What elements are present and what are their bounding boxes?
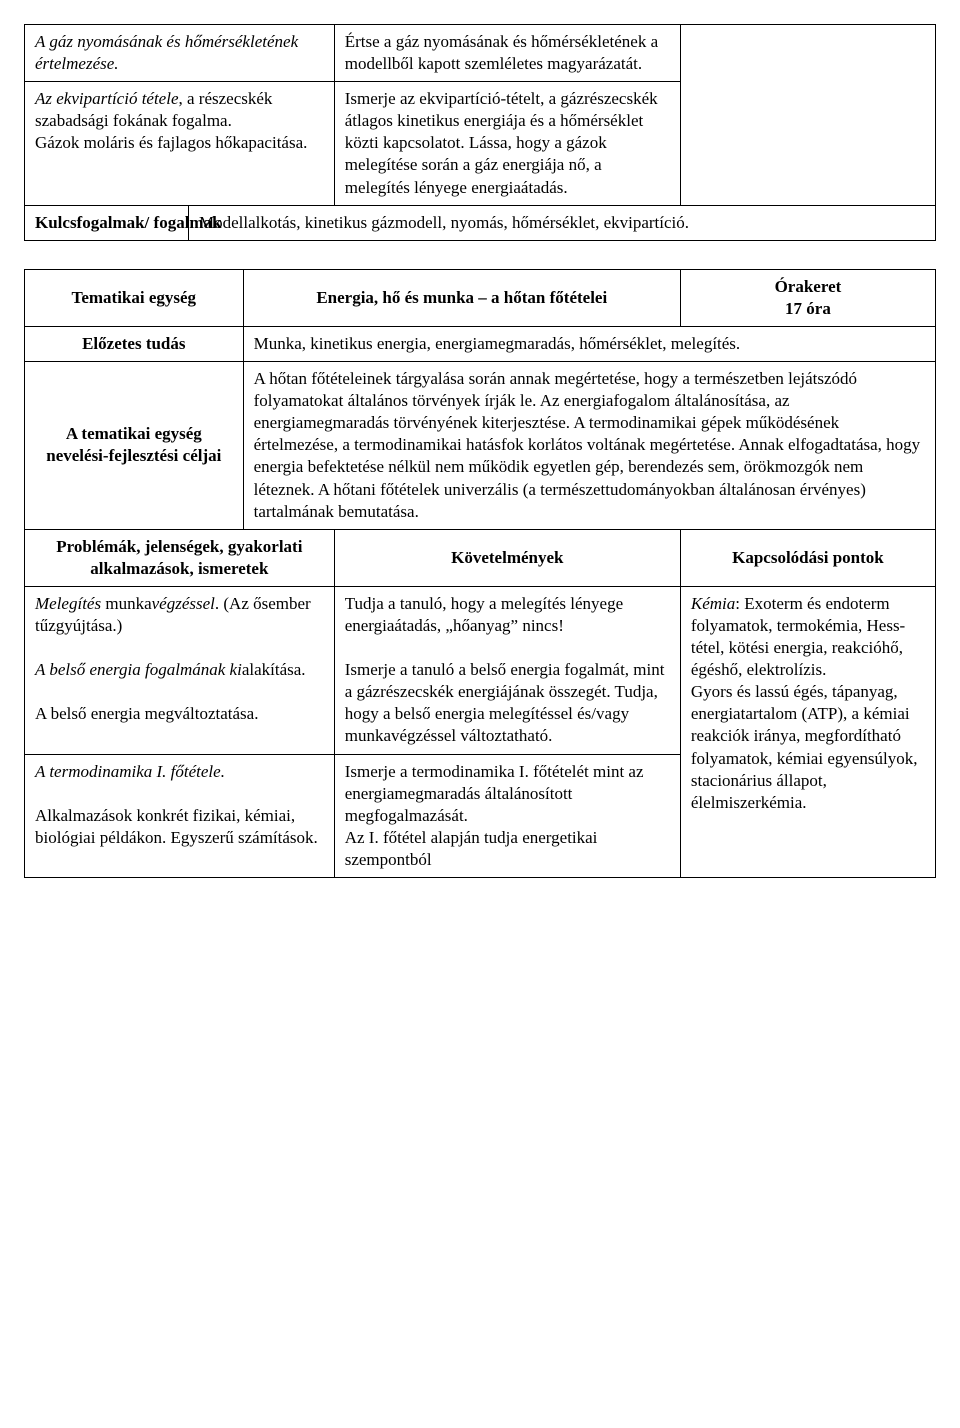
cell-melegites-def: Melegítés munkavégzéssel. (Az ősember tű… <box>25 586 335 754</box>
text: A belső energia megváltoztatása. <box>35 704 258 723</box>
text: Melegítés <box>35 594 101 613</box>
text: Az ekvipartíció tétele <box>35 89 179 108</box>
text: Ismerje a tanuló a belső energia fogalmá… <box>345 660 665 745</box>
cell-tematikai-title: Energia, hő és munka – a hőtan főtételei <box>243 269 680 326</box>
cell-orakeret: Órakeret 17 óra <box>680 269 935 326</box>
cell-ekvipart-def: Az ekvipartíció tétele, a részecskék sza… <box>25 82 335 205</box>
cell-elozetes-value: Munka, kinetikus energia, energiamegmara… <box>243 326 935 361</box>
cell-header-links: Kapcsolódási pontok <box>680 529 935 586</box>
cell-kulcsfogalmak-value: Modellalkotás, kinetikus gázmodell, nyom… <box>188 205 935 240</box>
text: A gáz nyomásának és hőmérsékletének érte… <box>35 32 298 73</box>
text: alakítása. <box>242 660 306 679</box>
text: Ismerje a termodinamika I. főtételét min… <box>345 762 644 825</box>
cell-termo-def: A termodinamika I. főtétele. Alkalmazáso… <box>25 754 335 877</box>
cell-kulcsfogalmak-label: Kulcsfogalmak/ fogalmak <box>25 205 189 240</box>
text: Órakeret <box>775 277 842 296</box>
cell-header-problems: Problémák, jelenségek, gyakorlati alkalm… <box>25 529 335 586</box>
cell-gas-pressure-def: A gáz nyomásának és hőmérsékletének érte… <box>25 25 335 82</box>
cell-kapcs-chem: Kémia: Exoterm és endoterm folyamatok, t… <box>680 586 935 877</box>
text: 17 óra <box>785 299 831 318</box>
cell-gas-pressure-req: Értse a gáz nyomásának és hőmérsékleténe… <box>334 25 680 82</box>
cell-termo-req: Ismerje a termodinamika I. főtételét min… <box>334 754 680 877</box>
cell-celjai-value: A hőtan főtételeinek tárgyalása során an… <box>243 362 935 530</box>
cell-elozetes-label: Előzetes tudás <box>25 326 244 361</box>
text: munka <box>101 594 152 613</box>
cell-celjai-label: A tematikai egység nevelési-fejlesztési … <box>25 362 244 530</box>
cell-tematikai-label: Tematikai egység <box>25 269 244 326</box>
cell-ekvipart-req: Ismerje az ekvipartíció-tételt, a gázrés… <box>334 82 680 205</box>
text: Tudja a tanuló, hogy a melegítés lényege… <box>345 594 623 635</box>
text: végzéssel <box>152 594 215 613</box>
text: Gázok moláris és fajlagos hőkapacitása. <box>35 133 307 152</box>
cell-header-requirements: Követelmények <box>334 529 680 586</box>
cell-melegites-req: Tudja a tanuló, hogy a melegítés lényege… <box>334 586 680 754</box>
text: Alkalmazások konkrét fizikai, kémiai, bi… <box>35 806 318 847</box>
table-top: A gáz nyomásának és hőmérsékletének érte… <box>24 24 936 241</box>
text: A termodinamika I. főtétele. <box>35 762 225 781</box>
text: Az I. főtétel alapján tudja energetikai … <box>345 828 598 869</box>
text: Kémia <box>691 594 735 613</box>
cell-empty-right <box>680 25 935 206</box>
text: A belső energia fogalmának ki <box>35 660 242 679</box>
text: Gyors és lassú égés, tápanyag, energiata… <box>691 682 918 811</box>
table-bottom: Tematikai egység Energia, hő és munka – … <box>24 269 936 878</box>
